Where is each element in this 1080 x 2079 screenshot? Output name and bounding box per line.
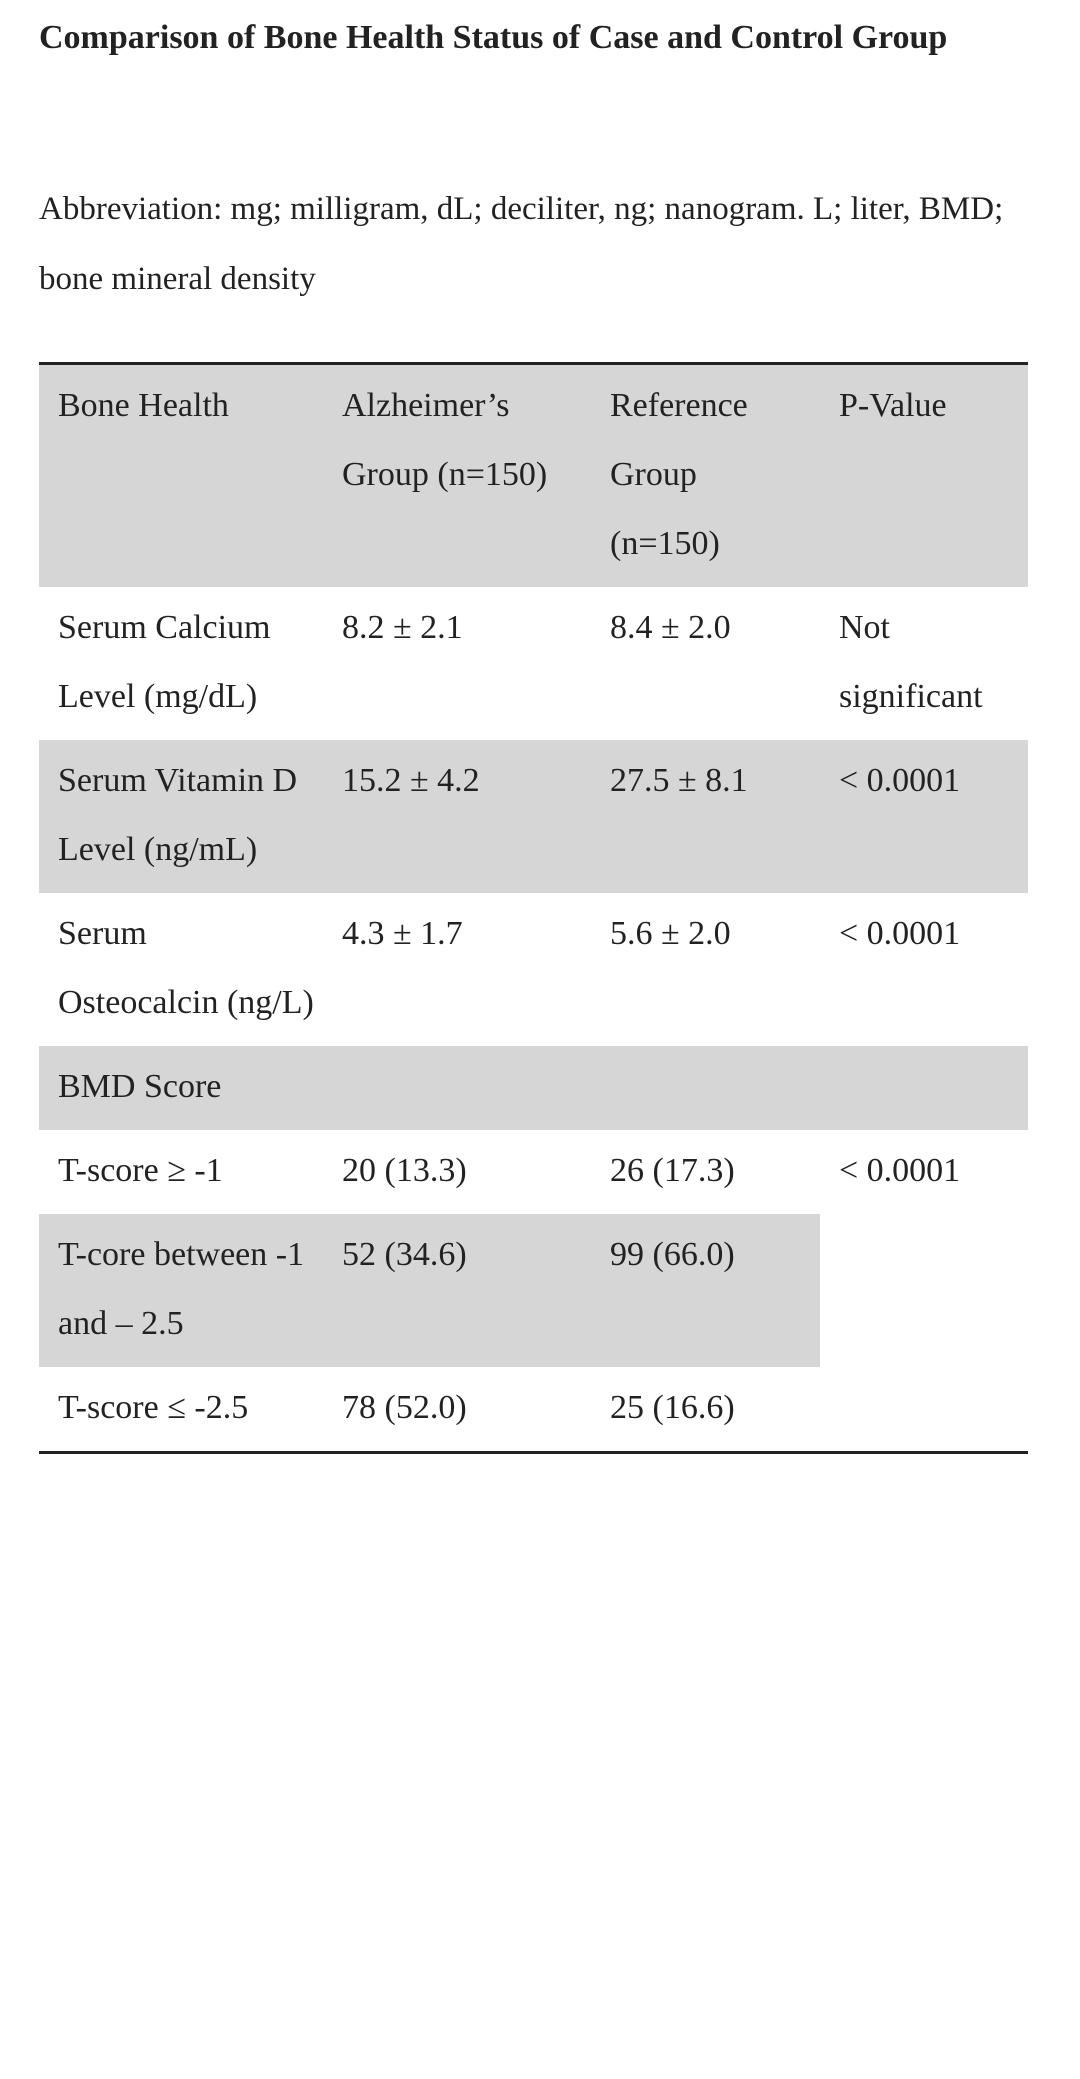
table-row: T-score ≥ -1 20 (13.3) 26 (17.3) < 0.0001	[39, 1130, 1028, 1453]
table-cell: < 0.0001	[820, 1130, 1028, 1453]
header-cell: P-Value	[820, 363, 1028, 587]
header-row: Bone Health Alzheimer’s Group (n=150) Refe…	[39, 363, 1028, 587]
table-cell: 8.4 ± 2.0	[610, 609, 731, 646]
table-cell: Serum Vitamin D Level (ng/mL)	[39, 740, 323, 893]
table-cell: 20 (13.3)	[342, 1152, 467, 1189]
table-cell: T-core between -1 and – 2.5	[39, 1214, 323, 1367]
table-cell: 15.2 ± 4.2	[323, 740, 591, 893]
table-row: T-core between -1 and – 2.5 52 (34.6) 99 (…	[39, 1214, 1028, 1367]
table-cell: Serum Osteocalcin (ng/L)	[58, 915, 314, 1021]
table-cell: 99 (66.0)	[591, 1214, 820, 1367]
table-cell: 4.3 ± 1.7	[342, 915, 463, 952]
abbreviation-note: Abbreviation: mg; milligram, dL; decilit…	[39, 191, 1004, 297]
table-cell: 78 (52.0)	[342, 1389, 467, 1426]
table-row: BMD Score	[39, 1046, 1028, 1130]
table-cell: 52 (34.6)	[323, 1214, 591, 1367]
table-title: Comparison of Bone Health Status of Case…	[39, 19, 948, 56]
data-table: Bone Health Alzheimer’s Group (n=150) Refe…	[39, 362, 1028, 1454]
table-cell: < 0.0001	[820, 740, 1028, 893]
table-cell: T-score ≤ -2.5	[58, 1389, 249, 1426]
table-cell: Not significant	[839, 609, 983, 715]
table-cell: BMD Score	[39, 1046, 1028, 1130]
table-cell: < 0.0001	[839, 915, 961, 952]
table-cell: 25 (16.6)	[610, 1389, 735, 1426]
table-row: Serum Vitamin D Level (ng/mL) 15.2 ± 4.2 2…	[39, 740, 1028, 893]
table-cell: Serum Calcium Level (mg/dL)	[58, 609, 271, 715]
table-row: Serum Calcium Level (mg/dL) 8.2 ± 2.1 8.4 …	[39, 587, 1028, 740]
table-cell: 27.5 ± 8.1	[591, 740, 820, 893]
header-cell: Bone Health	[39, 363, 323, 587]
table-cell: T-score ≥ -1	[58, 1152, 223, 1189]
table-cell: 8.2 ± 2.1	[342, 609, 463, 646]
table-cell: 5.6 ± 2.0	[610, 915, 731, 952]
table-row: T-score ≤ -2.5 78 (52.0) 25 (16.6)	[39, 1367, 1028, 1453]
header-cell: Reference Group (n=150)	[591, 363, 820, 587]
header-cell: Alzheimer’s Group (n=150)	[323, 363, 591, 587]
table-cell: 26 (17.3)	[610, 1152, 735, 1189]
table-row: Serum Osteocalcin (ng/L) 4.3 ± 1.7 5.6 ± 2…	[39, 893, 1028, 1046]
